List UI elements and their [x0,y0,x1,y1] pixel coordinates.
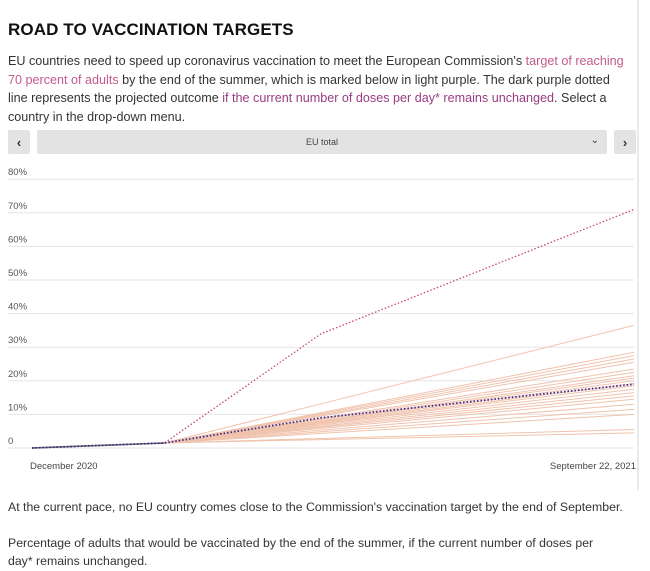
chevron-right-icon: › [622,134,628,150]
intro-part-3: . Select a country in the drop-down menu… [8,91,607,124]
y-tick-label: 50% [8,268,28,279]
main-series-lines [31,208,635,449]
country-dropdown[interactable]: EU total ⌄ [37,130,607,154]
country-series-line [31,351,635,449]
target-link[interactable]: target of reaching 70 percent of adults [8,54,624,87]
chevron-down-icon: ⌄ [590,135,599,146]
intro-text: EU countries need to speed up coronaviru… [8,52,630,126]
country-dropdown-value: EU total [305,137,338,147]
country-series-line [31,432,635,449]
y-tick-label: 80% [8,167,28,178]
y-tick-label: 10% [8,402,28,413]
y-axis-tick-labels: 0 10% 20% 30% 40% 50% 60% 70% 80% [8,167,28,447]
target-series-line [31,208,635,449]
grid-lines [8,178,634,449]
projection-link[interactable]: if the current number of doses per day* … [222,91,555,105]
chevron-left-icon: ‹ [16,134,22,150]
intro-part-1: EU countries need to speed up coronaviru… [8,54,526,68]
y-tick-label: 40% [8,302,28,313]
x-axis-tick-labels: December 2020 September 22, 2021 [30,461,636,472]
y-tick-label: 30% [8,335,28,346]
x-tick-label: September 22, 2021 [550,461,636,472]
y-tick-label: 70% [8,201,28,212]
projection-series-line [31,383,635,449]
chart-frame-right [637,0,639,490]
country-series-lines [31,324,635,449]
y-tick-label: 0 [8,436,13,447]
chart-caption: Percentage of adults that would be vacci… [8,536,594,568]
x-tick-label: December 2020 [30,461,98,472]
page-title: ROAD TO VACCINATION TARGETS [8,20,294,39]
intro-part-2: by the end of the summer, which is marke… [8,72,610,106]
vaccination-chart: 0 10% 20% 30% 40% 50% 60% 70% 80% December 2020 S… [8,167,636,472]
y-tick-label: 60% [8,234,28,245]
pace-note: At the current pace, no EU country comes… [8,500,623,514]
y-tick-label: 20% [8,369,28,380]
next-country-button[interactable]: › [614,130,636,154]
previous-country-button[interactable]: ‹ [8,130,30,154]
